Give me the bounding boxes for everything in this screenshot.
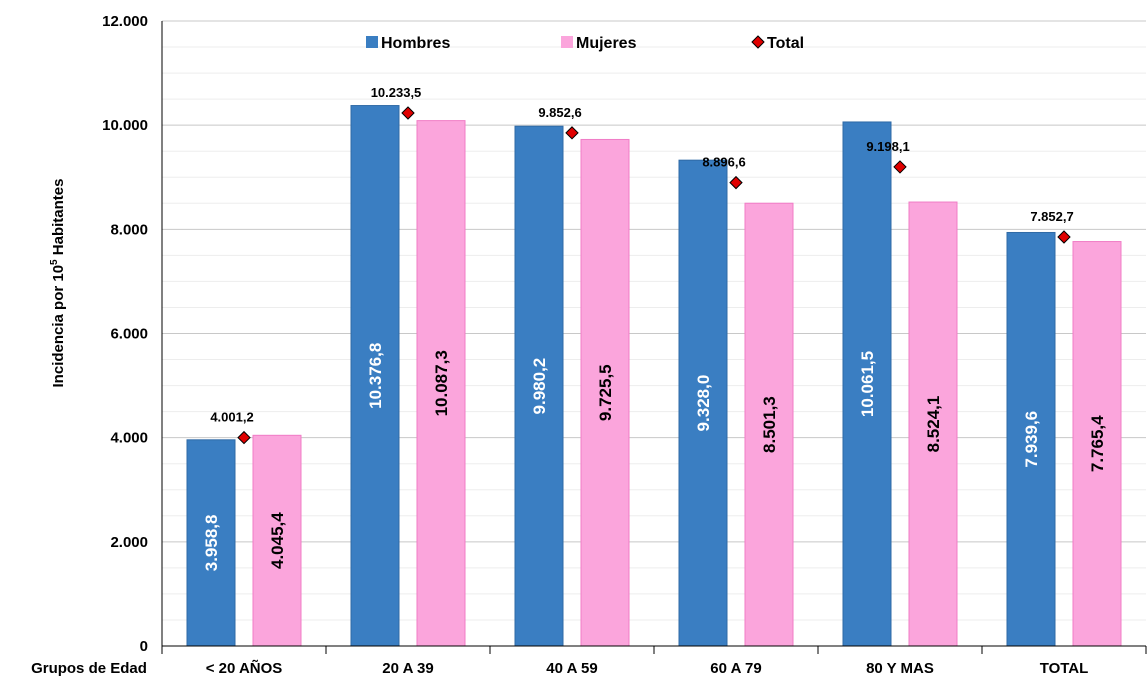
legend: Hombres Mujeres Total [366, 35, 804, 52]
bar-label-mujeres: 4.045,4 [268, 512, 287, 569]
bar-mujeres [416, 120, 466, 647]
bar-label-hombres: 3.958,8 [202, 515, 221, 572]
bar-hombres [678, 159, 728, 647]
bar-mujeres [252, 434, 302, 647]
x-tick-label: 80 Y MAS [866, 660, 934, 677]
bar-label-hombres: 7.939,6 [1022, 411, 1041, 468]
y-axis-label: Incidencia por 105 Habitantes [49, 179, 67, 388]
marker-total [565, 126, 579, 140]
legend-swatch [366, 36, 378, 48]
total-label: 7.852,7 [1030, 209, 1073, 224]
bar-label-hombres: 10.376,8 [366, 343, 385, 409]
x-tick-label: TOTAL [1040, 660, 1089, 677]
bar-mujeres [744, 202, 794, 647]
y-axis-label-suffix: Habitantes [50, 179, 67, 260]
marker-total [893, 160, 907, 174]
legend-label: Hombres [381, 35, 450, 52]
bar-mujeres [580, 138, 630, 647]
y-tick-label: 0 [140, 638, 148, 655]
bar-hombres [1006, 231, 1056, 647]
y-tick-label: 6.000 [110, 326, 148, 343]
bar-label-mujeres: 7.765,4 [1088, 415, 1107, 472]
data-labels: 3.958,8 4.045,4 4.001,2 10.376,8 10.087,3 10.… [202, 85, 1107, 571]
legend-label: Total [767, 35, 804, 52]
bar-label-mujeres: 10.087,3 [432, 350, 451, 416]
legend-swatch [751, 35, 765, 49]
x-axis-category-label: Grupos de Edad [31, 660, 147, 677]
x-tick-label: 60 A 79 [710, 660, 761, 677]
bar-mujeres [1072, 241, 1122, 647]
total-label: 10.233,5 [371, 85, 422, 100]
y-tick-label: 10.000 [102, 117, 148, 134]
bar-label-hombres: 9.328,0 [694, 375, 713, 432]
bars [186, 105, 1122, 647]
bar-label-mujeres: 8.501,3 [760, 396, 779, 453]
bar-label-mujeres: 9.725,5 [596, 364, 615, 421]
x-tick-label: < 20 AÑOS [206, 659, 283, 677]
y-tick-label: 2.000 [110, 534, 148, 551]
bar-mujeres [908, 201, 958, 647]
total-label: 9.852,6 [538, 105, 581, 120]
x-tick-label: 40 A 59 [546, 660, 597, 677]
bar-hombres [514, 125, 564, 647]
y-tick-label: 8.000 [110, 221, 148, 238]
x-tick-label: 20 A 39 [382, 660, 433, 677]
marker-total [401, 106, 415, 120]
bar-label-hombres: 9.980,2 [530, 358, 549, 415]
bar-label-mujeres: 8.524,1 [924, 396, 943, 453]
y-tick-label: 4.000 [110, 430, 148, 447]
marker-total [237, 430, 251, 445]
axes: 0 2.000 4.000 6.000 8.000 10.000 12.000 < 20 AÑ… [102, 13, 1147, 677]
total-label: 8.896,6 [702, 155, 745, 170]
bar-hombres [186, 439, 236, 647]
legend-label: Mujeres [576, 35, 637, 52]
bar-label-hombres: 10.061,5 [858, 351, 877, 417]
legend-swatch [561, 36, 573, 48]
total-label: 4.001,2 [210, 410, 253, 425]
total-label: 9.198,1 [866, 139, 909, 154]
bar-hombres [350, 105, 400, 647]
y-tick-label: 12.000 [102, 13, 148, 30]
y-axis-label-superscript: 5 [49, 259, 60, 265]
gridlines [162, 20, 1146, 621]
y-axis-label-prefix: Incidencia por 10 [50, 265, 67, 388]
marker-total [1057, 230, 1071, 244]
marker-total [729, 175, 743, 190]
bar-hombres [842, 121, 892, 647]
